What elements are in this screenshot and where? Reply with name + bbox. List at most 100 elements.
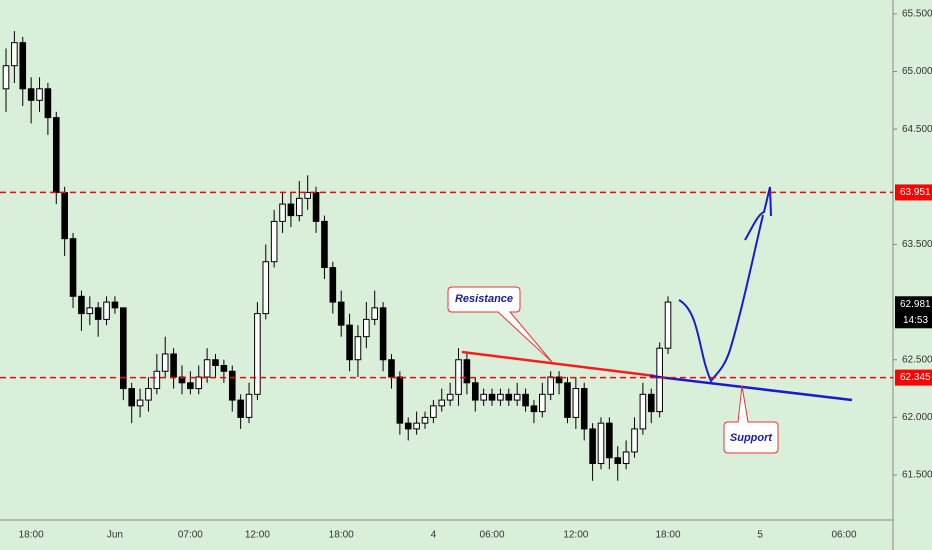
candle-body [170,353,177,378]
candle-body [580,388,588,430]
candle-body [52,117,60,194]
last-price-box [895,296,932,329]
candle-body [145,388,152,401]
x-tick-label: 12:00 [245,530,270,541]
candle-body [589,428,596,465]
candle-body [539,393,546,413]
candle-body [78,295,85,315]
candle-body [547,376,555,395]
candle-body [103,301,110,320]
candle-body [471,382,479,401]
candle-body [296,197,303,217]
candle-body [505,393,513,401]
x-tick-label: 06:00 [480,530,505,541]
candle-body [463,359,471,384]
candle-body [94,307,102,320]
x-tick-label: 12:00 [563,530,588,541]
y-tick-label: 62.000 [902,412,932,423]
x-tick-label: Jun [107,530,123,541]
candle-body [203,359,211,378]
candle-body [304,192,311,199]
candle-body [656,347,663,413]
candle-body [371,307,379,320]
candle-body [388,359,395,378]
candle-body [19,42,27,90]
price-label: 62.345 [900,372,931,383]
candle-body [220,364,228,372]
price-label-box [895,184,932,201]
y-tick-label: 65.500 [902,8,932,19]
candle-body [480,393,487,401]
x-tick-label: 18:00 [329,530,354,541]
callout [723,385,779,454]
candle-body [363,318,370,338]
y-tick-label: 61.500 [902,470,932,481]
x-tick-label: 18:00 [656,530,681,541]
candle-body [86,307,94,315]
candle-body [564,382,571,418]
candle-body [346,324,353,361]
price-label: 63.951 [900,187,931,198]
support-line [649,374,853,402]
candle-body [631,428,638,453]
annotation: Support [730,432,773,444]
candle-body [11,42,18,67]
y-tick-label: 63.500 [902,239,932,250]
y-tick-label: 62.500 [902,354,932,365]
candle-body [329,266,337,303]
candle-body [664,301,672,349]
candle-body [44,88,52,119]
candle-body [354,336,362,361]
candle-body [379,307,387,361]
y-tick-label: 64.500 [902,124,932,135]
candle-body [337,301,345,326]
candle-body [69,238,77,297]
countdown-label: 14:53 [903,315,928,326]
resistance-line [461,350,656,378]
candle-body [228,370,236,401]
candle-body [312,192,320,222]
candle-body [61,192,68,240]
candle-body [530,405,538,413]
candle-body [187,382,194,390]
candle-body [555,376,563,384]
candle-body [262,261,270,315]
candle-body [522,393,529,407]
candle-body [212,359,219,366]
candle-body [237,399,244,418]
x-tick-label: 18:00 [19,530,44,541]
candle-body [421,416,429,424]
last-price-label: 62.981 [900,299,931,310]
candle-body [639,393,647,430]
candle-body [161,353,169,372]
candle-body [404,422,412,430]
candle-body [396,376,404,424]
candle-body [111,301,119,309]
x-tick-label: 07:00 [178,530,203,541]
candle-body [36,88,43,101]
candle-body [195,376,203,390]
x-tick-label: 4 [431,530,437,541]
candle-body [606,422,613,459]
candle-body [614,457,622,465]
price-label-box [895,369,932,386]
candle-body [321,220,328,268]
candle-body [2,65,10,90]
candle-body [438,399,446,407]
candle-body [572,388,580,418]
candle-body [488,393,496,401]
candle-body [153,370,161,390]
x-tick-label: 5 [757,530,763,541]
candle-body [647,393,655,413]
candle-body [270,220,278,263]
candle-body [446,393,454,401]
candle-body [287,203,295,217]
y-tick-label: 65.000 [902,66,932,77]
candle-body [279,203,286,222]
candle-body [430,405,437,418]
candle-body [513,393,521,401]
candle-body [136,399,144,407]
candle-body [254,313,261,395]
candle-body [120,307,127,390]
